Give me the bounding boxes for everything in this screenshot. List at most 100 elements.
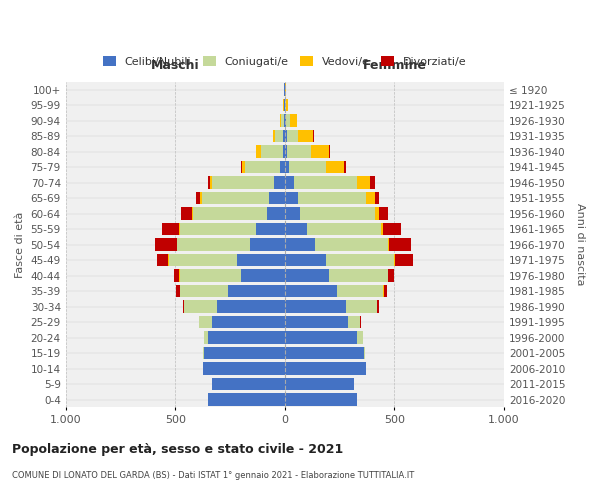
Bar xyxy=(285,254,326,266)
Bar xyxy=(212,316,285,328)
Bar xyxy=(203,362,285,375)
Bar xyxy=(183,300,184,313)
Bar xyxy=(285,284,337,298)
Bar xyxy=(208,176,210,189)
Bar xyxy=(346,300,377,313)
Bar xyxy=(357,331,362,344)
Bar xyxy=(298,130,313,142)
Bar xyxy=(284,114,285,127)
Bar xyxy=(285,176,293,189)
Bar xyxy=(285,160,289,173)
Bar xyxy=(196,192,200,204)
Y-axis label: Fasce di età: Fasce di età xyxy=(15,212,25,278)
Bar xyxy=(236,254,285,266)
Bar xyxy=(267,207,285,220)
Bar xyxy=(193,207,267,220)
Bar xyxy=(203,346,204,360)
Bar xyxy=(285,114,286,127)
Bar xyxy=(274,176,285,189)
Bar xyxy=(245,160,280,173)
Bar xyxy=(381,222,383,235)
Bar xyxy=(181,207,191,220)
Bar xyxy=(204,331,208,344)
Bar xyxy=(281,114,284,127)
Bar xyxy=(161,222,179,235)
Bar xyxy=(179,269,241,282)
Bar xyxy=(326,160,344,173)
Legend: Celibi/Nubili, Coniugati/e, Vedovi/e, Divorziati/e: Celibi/Nubili, Coniugati/e, Vedovi/e, Di… xyxy=(98,52,472,71)
Bar xyxy=(287,145,311,158)
Text: Maschi: Maschi xyxy=(151,60,200,72)
Bar xyxy=(228,284,285,298)
Bar xyxy=(286,98,288,112)
Bar xyxy=(204,346,285,360)
Bar xyxy=(329,145,330,158)
Bar xyxy=(285,130,287,142)
Bar xyxy=(283,130,285,142)
Bar xyxy=(374,192,379,204)
Bar xyxy=(388,238,389,251)
Bar xyxy=(208,394,285,406)
Bar xyxy=(184,300,217,313)
Bar xyxy=(285,207,300,220)
Bar xyxy=(212,176,274,189)
Bar xyxy=(179,222,256,235)
Bar xyxy=(311,145,329,158)
Bar xyxy=(383,284,387,298)
Bar xyxy=(208,331,285,344)
Bar xyxy=(285,346,364,360)
Bar xyxy=(285,394,357,406)
Bar xyxy=(256,222,285,235)
Bar xyxy=(366,192,374,204)
Bar xyxy=(275,130,283,142)
Bar xyxy=(191,207,193,220)
Bar xyxy=(394,254,395,266)
Bar xyxy=(242,160,245,173)
Bar xyxy=(176,284,179,298)
Bar xyxy=(285,145,287,158)
Bar xyxy=(329,269,388,282)
Bar xyxy=(389,238,411,251)
Bar xyxy=(178,238,250,251)
Bar xyxy=(169,254,236,266)
Bar xyxy=(285,300,346,313)
Bar xyxy=(388,269,394,282)
Bar xyxy=(316,238,388,251)
Bar xyxy=(374,207,379,220)
Bar xyxy=(287,130,298,142)
Bar xyxy=(200,192,202,204)
Bar xyxy=(285,269,329,282)
Bar xyxy=(357,176,370,189)
Bar xyxy=(286,114,290,127)
Bar xyxy=(364,346,365,360)
Bar xyxy=(212,378,285,390)
Bar xyxy=(283,145,285,158)
Bar xyxy=(280,160,285,173)
Bar xyxy=(217,300,285,313)
Bar xyxy=(298,192,366,204)
Bar xyxy=(250,238,285,251)
Bar xyxy=(285,222,307,235)
Bar xyxy=(280,114,281,127)
Bar xyxy=(157,254,169,266)
Text: COMUNE DI LONATO DEL GARDA (BS) - Dati ISTAT 1° gennaio 2021 - Elaborazione TUTT: COMUNE DI LONATO DEL GARDA (BS) - Dati I… xyxy=(12,470,414,480)
Text: Femmine: Femmine xyxy=(362,60,427,72)
Bar xyxy=(395,254,413,266)
Bar xyxy=(290,114,297,127)
Bar xyxy=(202,192,269,204)
Bar xyxy=(377,300,379,313)
Y-axis label: Anni di nascita: Anni di nascita xyxy=(575,204,585,286)
Bar xyxy=(210,176,212,189)
Bar xyxy=(155,238,177,251)
Bar xyxy=(379,207,388,220)
Bar xyxy=(285,378,354,390)
Bar xyxy=(370,176,374,189)
Bar xyxy=(313,130,314,142)
Bar xyxy=(293,176,357,189)
Bar xyxy=(241,160,242,173)
Bar xyxy=(289,160,326,173)
Bar xyxy=(285,238,316,251)
Bar xyxy=(199,316,212,328)
Bar xyxy=(269,192,285,204)
Bar xyxy=(344,160,346,173)
